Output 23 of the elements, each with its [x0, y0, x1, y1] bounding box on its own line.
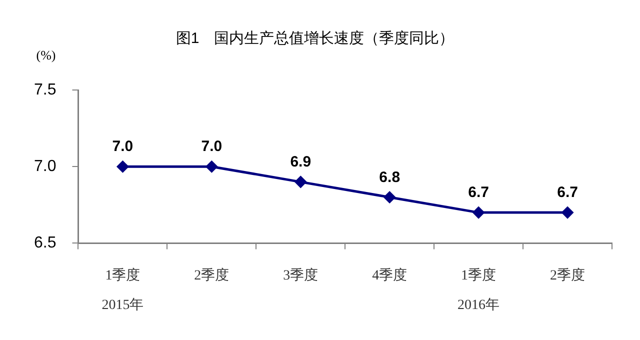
y-tick-label: 7.0: [34, 158, 56, 176]
y-tick-label: 6.5: [34, 234, 56, 252]
x-tick-label: 3季度: [283, 268, 318, 284]
text: 7.0: [201, 138, 222, 156]
point: [206, 160, 218, 172]
text: 6.7: [557, 184, 578, 202]
text: 7.0: [112, 138, 134, 156]
x-tick-label: 2季度: [194, 268, 230, 284]
text: 6.9: [290, 154, 312, 171]
x-tick-label: 1季度 2016年: [458, 268, 500, 313]
point: [562, 206, 574, 218]
x-tick-label: 2季度: [550, 268, 586, 284]
point: [116, 160, 128, 172]
y-tick-label: 7.5: [34, 81, 56, 98]
point: [384, 191, 396, 203]
point: [294, 176, 306, 188]
text: 6.7: [468, 184, 489, 202]
point: [472, 206, 484, 218]
chart-title: 图1 国内生产总值增长速度（季度同比）: [176, 30, 454, 48]
x-tick-label: 4季度: [372, 268, 408, 284]
y-axis-title: (%): [36, 47, 56, 62]
x-tick-label: 1季度 2015年: [102, 268, 144, 313]
text: 6.8: [379, 168, 400, 186]
